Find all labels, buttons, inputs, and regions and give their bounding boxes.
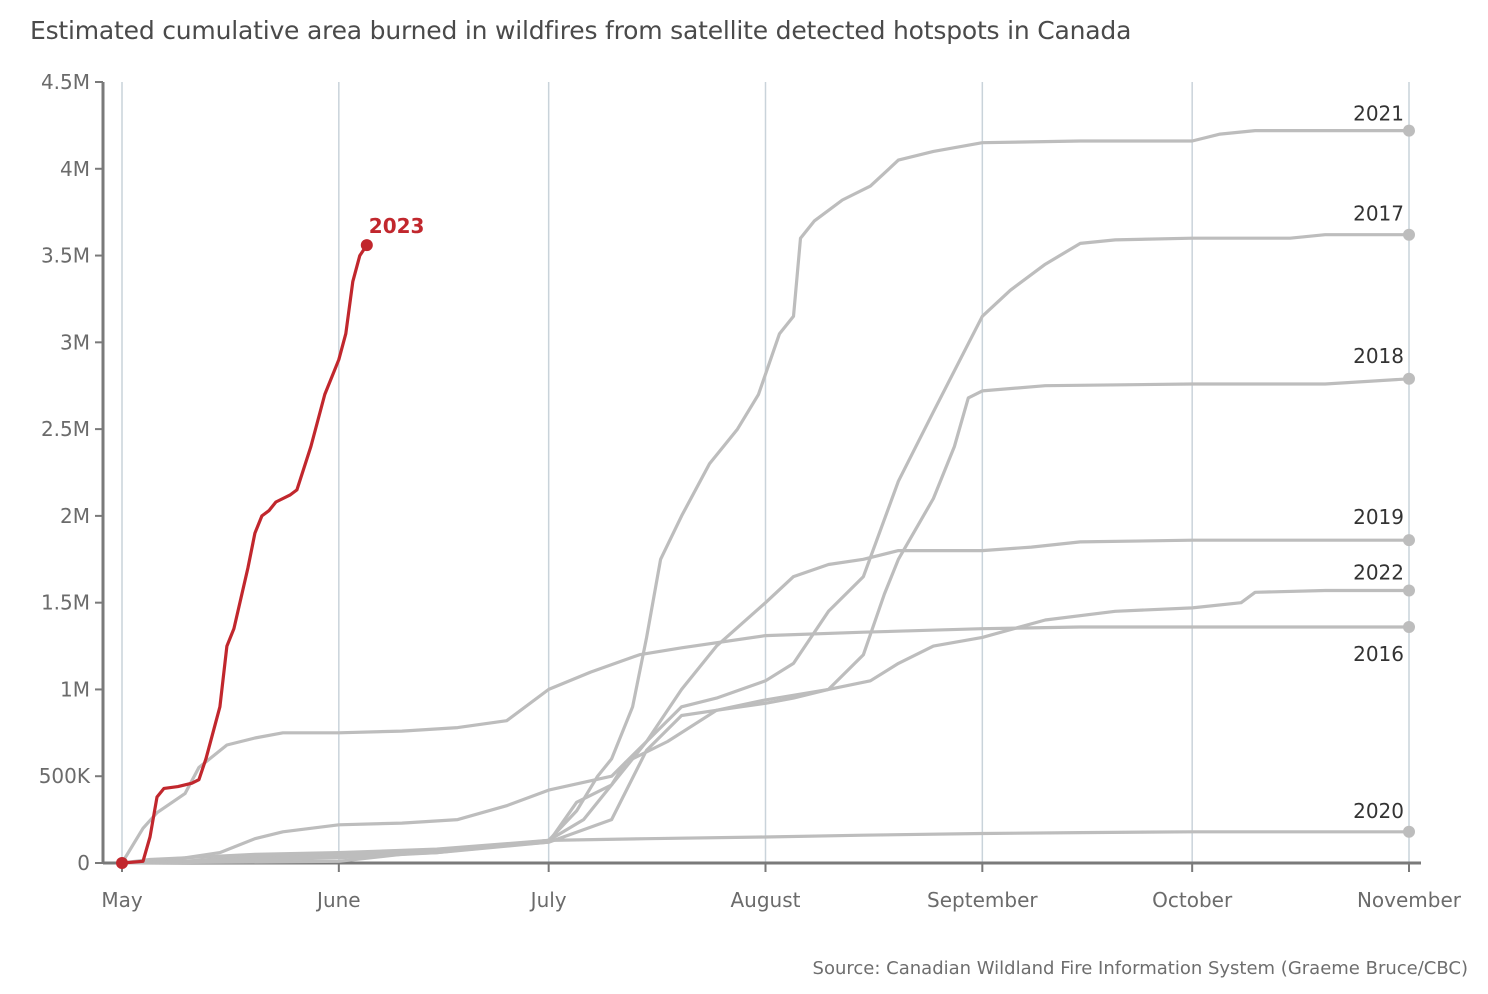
- x-tick-label: June: [315, 888, 361, 912]
- series-end-dot-2017: [1403, 228, 1415, 241]
- series-line-2019: [120, 538, 1411, 865]
- series-label-2020: 2020: [1353, 799, 1404, 823]
- series-label-2018: 2018: [1353, 344, 1404, 368]
- series-end-dot-2023: [360, 239, 373, 252]
- y-tick-label: 4M: [60, 157, 90, 181]
- x-tick-label: July: [529, 888, 567, 912]
- x-tick-label: September: [927, 888, 1038, 912]
- chart-source: Source: Canadian Wildland Fire Informati…: [812, 958, 1468, 979]
- series-line-2017: [120, 233, 1411, 865]
- y-tick-label: 0: [77, 851, 90, 875]
- y-tick-label: 2.5M: [41, 417, 90, 441]
- series-labels: 2021 2017 2018 2019 2022 2016 2020 2023: [369, 102, 1404, 823]
- series-end-dot-2018: [1403, 372, 1415, 385]
- y-tick-label: 1M: [60, 677, 90, 701]
- gridlines: [121, 82, 1410, 863]
- series-line-2021: [120, 129, 1411, 865]
- y-tick-label: 3.5M: [41, 244, 90, 268]
- x-tick-label: August: [731, 888, 801, 912]
- series-label-2017: 2017: [1353, 202, 1404, 226]
- series-label-2016: 2016: [1353, 642, 1404, 666]
- series-line-2020: [120, 830, 1411, 865]
- series-line-2022: [120, 588, 1411, 865]
- series-end-dot-2022: [1403, 584, 1415, 597]
- y-tick-label: 4.5M: [41, 70, 90, 94]
- series-label-2023: 2023: [369, 214, 425, 238]
- series-label-2021: 2021: [1353, 102, 1404, 126]
- series-end-dot-2021: [1403, 124, 1415, 137]
- series-line-2023: [120, 243, 369, 865]
- x-tick-label: November: [1357, 888, 1462, 912]
- y-tick-label: 3M: [60, 330, 90, 354]
- x-tick-label: May: [101, 888, 143, 912]
- series-label-2022: 2022: [1353, 561, 1404, 585]
- series-end-dot-2016: [1403, 620, 1415, 633]
- axes: May June July August September October Novembe…: [39, 70, 1462, 912]
- chart-title: Estimated cumulative area burned in wild…: [30, 16, 1132, 45]
- y-tick-label: 1.5M: [41, 591, 90, 615]
- series-label-2019: 2019: [1353, 505, 1404, 529]
- y-tick-label: 500K: [39, 764, 91, 788]
- series-end-dot-2020: [1403, 825, 1415, 838]
- series-start-dot-2023: [116, 857, 128, 869]
- series-lines: [116, 124, 1415, 869]
- series-end-dot-2019: [1403, 534, 1415, 547]
- y-tick-label: 2M: [60, 504, 90, 528]
- x-tick-label: October: [1152, 888, 1233, 912]
